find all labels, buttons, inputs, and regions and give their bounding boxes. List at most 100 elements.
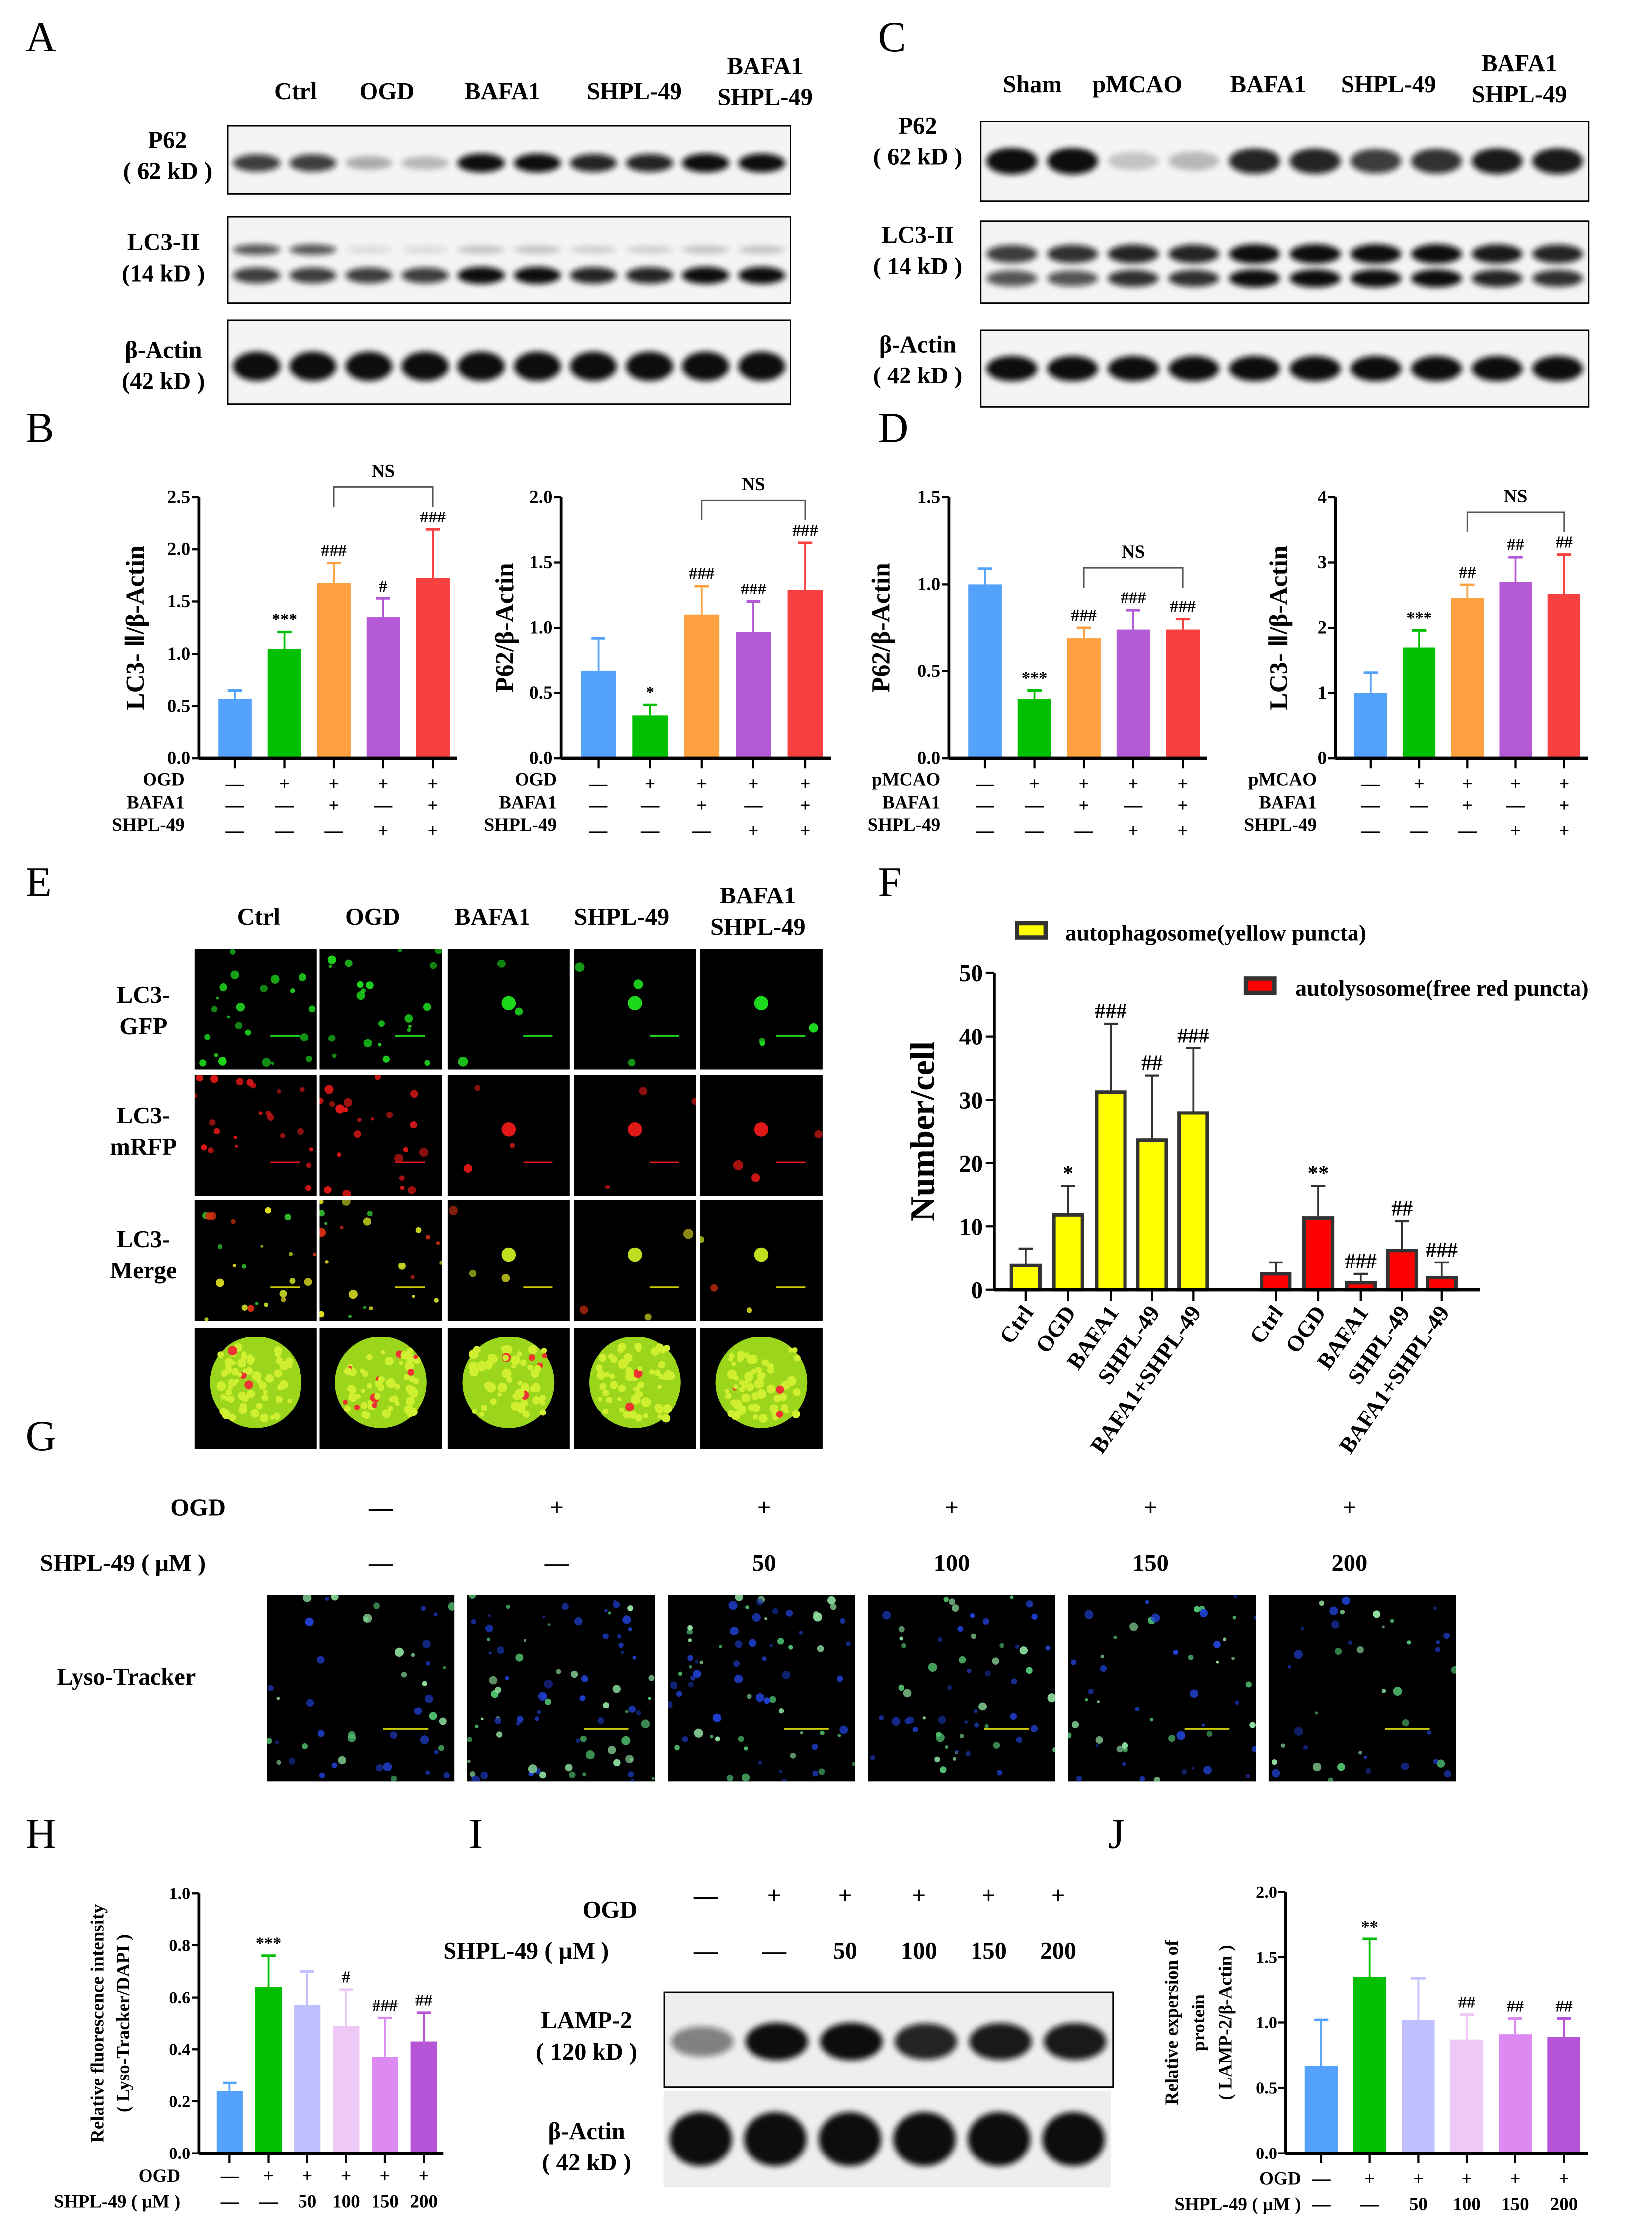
- chart-h: 0.00.20.40.60.81.0***#### ##OGD — + + + + +SHPL…: [54, 1884, 444, 2212]
- protein-band: [1229, 269, 1280, 288]
- y-tick-label: 2.0: [167, 539, 190, 560]
- bar: [1547, 2037, 1580, 2154]
- cell: [371, 1117, 374, 1121]
- cell: [343, 1098, 353, 1107]
- condition-label: BAFA1: [499, 792, 557, 813]
- y-tick-label: 2.5: [167, 487, 190, 507]
- cell: [439, 1260, 442, 1265]
- protein-band: [738, 351, 786, 381]
- protein-band: [626, 351, 674, 381]
- condition-value: —: [275, 820, 294, 841]
- y-tick-label: 1.5: [529, 552, 552, 573]
- bar: [1451, 598, 1484, 759]
- cell: [404, 1014, 413, 1023]
- condition-value: +: [379, 2166, 390, 2186]
- ns-bracket: [1083, 567, 1184, 588]
- cell: [218, 1057, 227, 1066]
- punctum: [247, 1358, 254, 1365]
- punctum: [241, 1351, 246, 1356]
- cell: [325, 1260, 329, 1264]
- cell: [366, 981, 371, 986]
- protein-band: [345, 246, 393, 254]
- micrograph: [319, 1075, 442, 1196]
- bar: [1547, 594, 1580, 759]
- condition-value: —: [1025, 820, 1044, 841]
- lane-label: BAFA1: [1230, 71, 1306, 98]
- row-label-p62: P62 ( 62 kD ): [111, 125, 225, 188]
- significance-label: ###: [321, 541, 346, 560]
- punctum: [275, 1351, 281, 1358]
- condition-value: +: [800, 820, 810, 841]
- punctum: [256, 1403, 263, 1410]
- row-label-line: LC3-: [116, 1102, 170, 1129]
- cell: [386, 1112, 393, 1118]
- protein-band: [1532, 148, 1583, 174]
- punctum: [541, 1347, 547, 1354]
- punctum: [528, 1354, 535, 1361]
- cell: [415, 1227, 422, 1233]
- punctum: [528, 1345, 538, 1354]
- protein-band: [1411, 244, 1462, 264]
- micrograph: [447, 1075, 570, 1196]
- protein-band: [233, 267, 281, 284]
- cell: [375, 1075, 381, 1080]
- significance-label: ###: [741, 580, 766, 598]
- bar: [416, 578, 450, 759]
- condition-value: +: [748, 774, 758, 794]
- condition-label: pMCAO: [1248, 770, 1317, 790]
- cell: [363, 1306, 367, 1309]
- bar: [294, 2005, 321, 2154]
- legend-label: autophagosome(yellow puncta): [1065, 920, 1366, 945]
- significance-label: ###: [689, 564, 714, 583]
- ns-label: NS: [742, 474, 765, 495]
- cell: [308, 1005, 316, 1013]
- panel-label-g: G: [25, 1413, 57, 1460]
- protein-band: [345, 156, 393, 170]
- cell: [271, 1061, 274, 1065]
- significance-label: #: [379, 577, 387, 595]
- protein-size: (14 kD ): [122, 260, 205, 287]
- significance-label: ###: [420, 508, 445, 526]
- lane-label: pMCAO: [1092, 71, 1183, 98]
- bar: [1052, 1213, 1084, 1292]
- punctum: [265, 1374, 274, 1383]
- punctum: [242, 1368, 247, 1373]
- lane-label: OGD: [359, 78, 415, 105]
- condition-value: +: [1128, 774, 1138, 794]
- punctum: [502, 1354, 509, 1361]
- cell: [501, 1274, 510, 1282]
- y-tick-label: 0.0: [1256, 2144, 1277, 2163]
- cell: [510, 1143, 515, 1148]
- punctum: [228, 1379, 235, 1386]
- cell: [298, 973, 306, 982]
- condition-value: —: [1311, 2169, 1331, 2189]
- condition-value: —: [975, 820, 994, 841]
- cell: [300, 1087, 305, 1092]
- bar: [736, 631, 771, 759]
- y-tick-label: 0: [1318, 748, 1327, 769]
- punctum: [227, 1384, 233, 1390]
- protein-band: [1411, 149, 1462, 174]
- condition-value: —: [1361, 820, 1380, 841]
- cell: [219, 983, 227, 992]
- punctum: [534, 1365, 541, 1372]
- punctum: [484, 1361, 493, 1370]
- cell: [258, 1111, 263, 1115]
- cell: [328, 965, 332, 968]
- condition-value: 50: [298, 2191, 316, 2212]
- y-tick-label: 1.0: [1256, 2013, 1277, 2032]
- cell: [336, 1152, 342, 1157]
- condition-label: OGD: [143, 770, 185, 790]
- punctum: [479, 1411, 485, 1417]
- chart-j: 0.0 0.5 1.0 1.5 2.0 ** ## ## ## OGD — + + + + + SHPL-49 …: [1162, 1883, 1588, 2215]
- y-axis-label: ( Lyso-Tracker/DAPI ): [113, 1934, 134, 2112]
- punctum: [394, 1383, 400, 1390]
- cell: [419, 1147, 429, 1157]
- ns-bracket: [333, 486, 434, 507]
- cell: [515, 1007, 523, 1016]
- condition-value: —: [975, 774, 994, 794]
- blot-p62: [227, 125, 791, 195]
- cell: [410, 1090, 418, 1098]
- significance-label: ###: [792, 521, 818, 540]
